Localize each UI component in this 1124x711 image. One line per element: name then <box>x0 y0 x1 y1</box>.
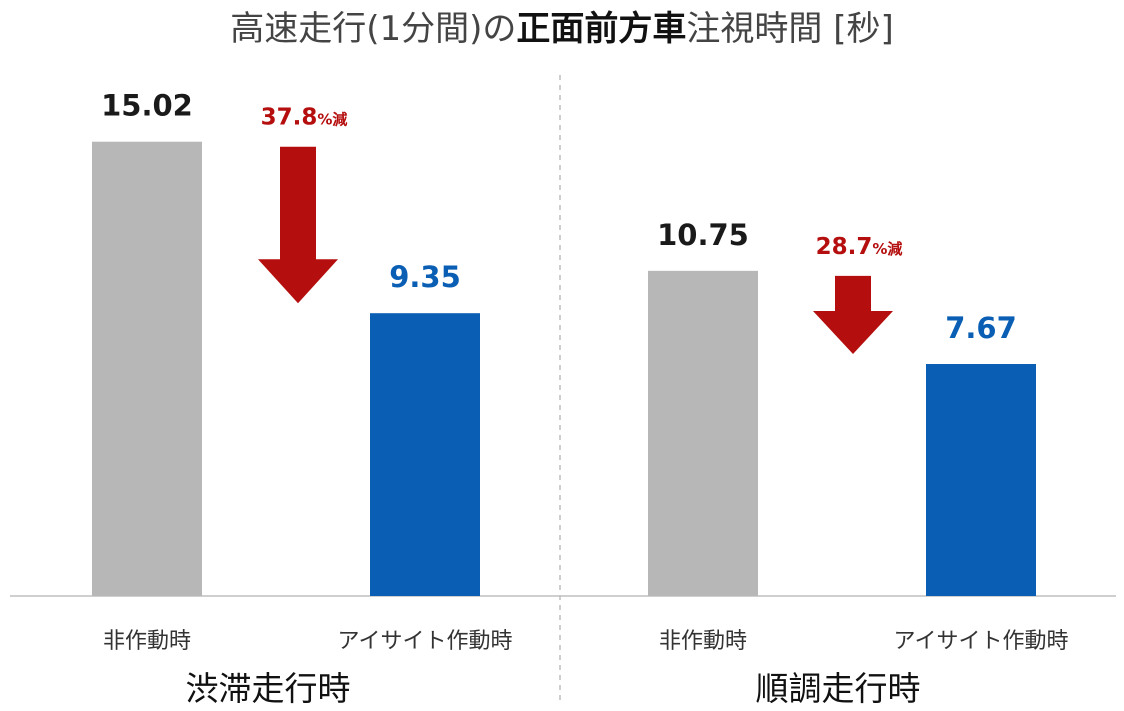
data-label: 9.35 <box>389 260 461 294</box>
category-label: 非作動時 <box>659 629 747 654</box>
reduction-value: 37.8 <box>261 105 318 131</box>
chart-title: 高速走行(1分間)の正面前方車注視時間 [秒] <box>230 9 894 49</box>
title-part: 高速走行(1分間)の <box>230 9 516 49</box>
reduction-value: 28.7 <box>816 234 873 260</box>
title-part: 注視時間 [秒] <box>686 9 893 49</box>
reduction-unit: %減 <box>317 111 347 129</box>
chart-marks: 15.02非作動時9.35アイサイト作動時渋滞走行時37.8%減10.75非作動… <box>92 89 1068 708</box>
reduction-unit: %減 <box>872 240 902 258</box>
category-label: アイサイト作動時 <box>894 629 1069 654</box>
bar-on <box>926 364 1036 596</box>
category-label: アイサイト作動時 <box>338 629 513 654</box>
reduction-arrow <box>258 146 338 304</box>
bar-on <box>370 313 480 596</box>
bar-off <box>92 141 202 597</box>
title-part-bold: 正面前方車 <box>516 9 686 49</box>
reduction-label: 37.8%減 <box>261 105 348 131</box>
group-label: 渋滞走行時 <box>186 669 351 708</box>
reduction-arrow <box>813 275 893 355</box>
data-label: 7.67 <box>945 311 1017 345</box>
data-label: 10.75 <box>657 218 749 252</box>
reduction-label: 28.7%減 <box>816 234 903 260</box>
group-label: 順調走行時 <box>756 669 921 708</box>
category-label: 非作動時 <box>103 629 191 654</box>
bar-off <box>648 270 758 596</box>
data-label: 15.02 <box>101 89 193 123</box>
